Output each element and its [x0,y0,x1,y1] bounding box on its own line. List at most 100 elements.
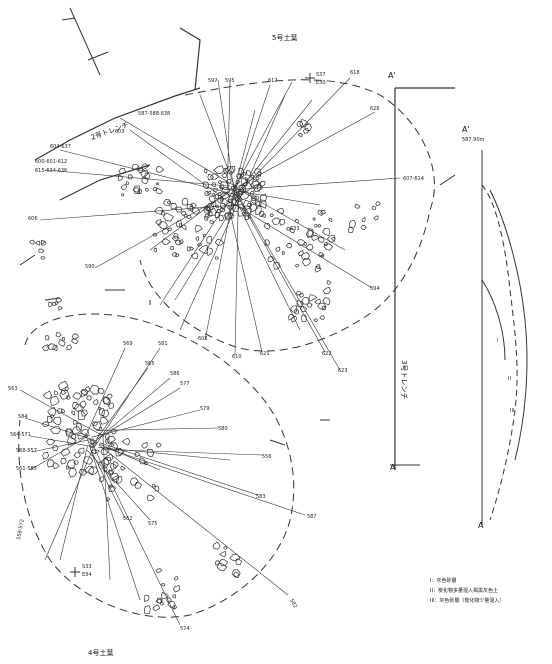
artifact-stone [207,207,218,217]
artifact-stone [90,448,97,455]
artifact-stone [139,457,146,465]
refit-line [91,409,201,438]
label-623: 623 [338,368,348,374]
artifact-stone [100,416,109,425]
contour-dashes [19,174,456,466]
artifact-stone [167,227,173,232]
artifact-stone [315,264,321,270]
refit-line [217,79,236,197]
artifact-stone [302,128,310,134]
refit-line [31,438,95,453]
artifact-stone [236,196,243,203]
label-606: 606 [28,216,38,222]
artifact-stone [66,395,71,400]
artifact-stone [51,445,59,452]
refit-line [98,444,289,596]
artifact-stone [303,242,307,247]
artifact-stone [58,339,66,347]
artifact-stone [253,168,262,177]
artifact-stone [73,420,78,425]
artifact-stone [244,177,248,181]
artifact-stone [296,300,304,308]
artifact-stone [263,223,271,230]
refit-line [93,347,161,448]
artifact-stone [49,425,62,435]
artifact-stone [317,236,325,243]
artifact-stone [239,173,245,179]
artifact-stone [319,315,325,321]
artifact-stone [73,403,84,412]
artifact-stone [79,400,87,408]
artifact-stone [77,447,85,454]
artifact-stone [328,217,333,222]
artifact-stone [267,256,275,263]
artifact-stone [301,314,307,322]
artifact-stone [87,466,99,476]
artifact-stone [255,205,262,216]
artifact-stone [290,305,298,313]
artifact-stone [52,416,62,426]
artifact-stone [161,583,166,587]
label-621: 621 [260,351,270,357]
artifact-stone [237,206,246,217]
artifact-stone [231,569,241,577]
artifact-stone [209,219,215,224]
artifact-stone [297,132,303,138]
artifact-stone [301,297,310,305]
label-586: 586 [170,371,180,377]
artifact-stone [42,344,50,352]
section-layer-3: III [510,408,514,414]
artifact-stone [296,121,303,128]
artifact-stone [141,163,149,170]
artifact-stone [110,442,115,447]
artifact-stone [105,497,111,502]
refit-line [119,117,239,189]
artifact-stone [348,219,356,228]
artifact-stone [98,407,102,411]
artifact-stone [204,191,210,197]
artifact-stone [101,409,109,418]
artifact-stone [299,118,309,129]
artifact-stone [161,228,169,235]
artifact-stone [321,305,327,310]
artifact-stone [127,174,134,180]
artifact-stone [45,438,56,446]
label-604-637: 604-637 [50,144,71,150]
refit-line [227,200,373,289]
section-marker-a-prime-right: A' [462,125,470,134]
artifact-stone [143,605,151,614]
label-577: 577 [180,381,190,387]
refit-line [59,445,88,561]
artifact-stone [202,181,209,189]
artifact-stone [151,483,156,488]
artifact-stone [91,421,99,427]
artifact-stone [153,207,164,215]
artifact-stone [171,252,177,257]
label-565: 565 [145,361,155,367]
artifact-stone [235,558,243,566]
artifact-scatter [29,118,381,614]
artifact-stone [220,181,230,191]
artifact-stone [371,205,377,211]
label-574: 574 [180,626,190,632]
label-594: 594 [370,286,380,292]
artifact-stone [318,252,325,258]
artifact-stone [257,184,263,192]
label-568-557: 568-557 [16,448,37,454]
artifact-stone [137,188,142,195]
artifact-stone [299,293,304,298]
s33-coord: E34 [82,572,92,578]
artifact-stone [155,219,162,225]
label-575: 575 [148,521,158,527]
label-583: 583 [256,494,266,500]
artifact-stone [276,208,285,215]
artifact-stone [155,182,160,186]
artifact-stone [294,218,299,223]
refit-line [103,446,306,516]
artifact-stone [216,197,223,203]
refit-line [179,188,245,331]
artifact-stone [241,211,247,217]
artifact-stone [224,213,233,221]
artifact-stone [281,251,285,255]
artifact-stone [214,211,221,219]
